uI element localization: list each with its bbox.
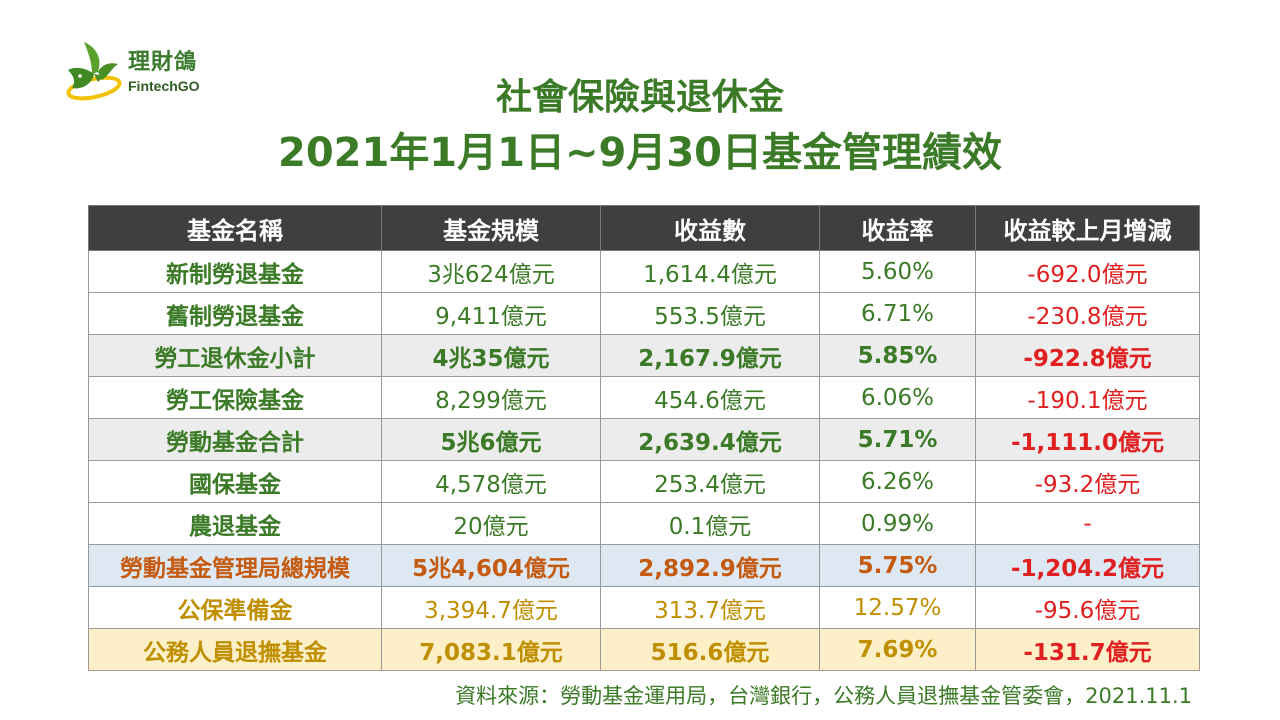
table-row: 舊制勞退基金 9,411億元 553.5億元 6.71% -230.8億元 <box>88 292 1200 335</box>
table-row: 國保基金 4,578億元 253.4億元 6.26% -93.2億元 <box>88 460 1200 503</box>
monthly-change-cell: -95.6億元 <box>975 586 1200 629</box>
header-fund-size: 基金規模 <box>381 205 601 251</box>
table-row: 農退基金 20億元 0.1億元 0.99% - <box>88 502 1200 545</box>
return-rate-cell: 12.57% <box>819 586 976 629</box>
monthly-change-cell: -922.8億元 <box>975 334 1200 377</box>
monthly-change-cell: -230.8億元 <box>975 292 1200 335</box>
data-source-note: 資料來源：勞動基金運用局，台灣銀行，公務人員退撫基金管委會，2021.11.1 <box>455 684 1192 708</box>
table-header-row: 基金名稱 基金規模 收益數 收益率 收益較上月增減 <box>88 205 1200 251</box>
income-cell: 2,892.9億元 <box>600 544 820 587</box>
monthly-change-cell: - <box>975 502 1200 545</box>
fund-name-cell: 國保基金 <box>88 460 382 503</box>
table-row: 勞工保險基金 8,299億元 454.6億元 6.06% -190.1億元 <box>88 376 1200 419</box>
return-rate-cell: 5.75% <box>819 544 976 587</box>
fund-name-cell: 勞工退休金小計 <box>88 334 382 377</box>
income-cell: 313.7億元 <box>600 586 820 629</box>
fund-name-cell: 農退基金 <box>88 502 382 545</box>
logo-text-cn: 理財鴿 <box>128 50 198 75</box>
income-cell: 516.6億元 <box>600 628 820 671</box>
fund-size-cell: 3,394.7億元 <box>381 586 601 629</box>
return-rate-cell: 5.60% <box>819 250 976 293</box>
income-cell: 2,167.9億元 <box>600 334 820 377</box>
return-rate-cell: 6.71% <box>819 292 976 335</box>
fund-name-cell: 舊制勞退基金 <box>88 292 382 335</box>
fintechgo-logo: 理財鴿 FintechGO <box>58 38 218 104</box>
header-fund-name: 基金名稱 <box>88 205 382 251</box>
monthly-change-cell: -1,111.0億元 <box>975 418 1200 461</box>
fund-name-cell: 公務人員退撫基金 <box>88 628 382 671</box>
subtotal-row: 勞工退休金小計 4兆35億元 2,167.9億元 5.85% -922.8億元 <box>88 334 1200 377</box>
page-subtitle: 2021年1月1日~9月30日基金管理績效 <box>277 130 1002 176</box>
header-income: 收益數 <box>600 205 820 251</box>
table-row: 新制勞退基金 3兆624億元 1,614.4億元 5.60% -692.0億元 <box>88 250 1200 293</box>
monthly-change-cell: -1,204.2億元 <box>975 544 1200 587</box>
fund-size-cell: 20億元 <box>381 502 601 545</box>
return-rate-cell: 6.26% <box>819 460 976 503</box>
fund-name-cell: 勞動基金管理局總規模 <box>88 544 382 587</box>
monthly-change-cell: -190.1億元 <box>975 376 1200 419</box>
header-monthly-change: 收益較上月增減 <box>975 205 1200 251</box>
dove-icon <box>66 42 122 101</box>
table-row: 公保準備金 3,394.7億元 313.7億元 12.57% -95.6億元 <box>88 586 1200 629</box>
income-cell: 553.5億元 <box>600 292 820 335</box>
logo-text-en: FintechGO <box>128 78 200 94</box>
income-cell: 0.1億元 <box>600 502 820 545</box>
header-return-rate: 收益率 <box>819 205 976 251</box>
fund-name-cell: 勞工保險基金 <box>88 376 382 419</box>
fund-performance-table: 基金名稱 基金規模 收益數 收益率 收益較上月增減 新制勞退基金 3兆624億元… <box>88 205 1200 671</box>
subtotal-row: 勞動基金合計 5兆6億元 2,639.4億元 5.71% -1,111.0億元 <box>88 418 1200 461</box>
monthly-change-cell: -692.0億元 <box>975 250 1200 293</box>
table-row: 公務人員退撫基金 7,083.1億元 516.6億元 7.69% -131.7億… <box>88 628 1200 671</box>
income-cell: 454.6億元 <box>600 376 820 419</box>
return-rate-cell: 0.99% <box>819 502 976 545</box>
fund-size-cell: 7,083.1億元 <box>381 628 601 671</box>
income-cell: 253.4億元 <box>600 460 820 503</box>
page-title: 社會保險與退休金 <box>495 77 784 118</box>
fund-size-cell: 5兆6億元 <box>381 418 601 461</box>
return-rate-cell: 7.69% <box>819 628 976 671</box>
total-row: 勞動基金管理局總規模 5兆4,604億元 2,892.9億元 5.75% -1,… <box>88 544 1200 587</box>
fund-name-cell: 新制勞退基金 <box>88 250 382 293</box>
fund-size-cell: 5兆4,604億元 <box>381 544 601 587</box>
return-rate-cell: 6.06% <box>819 376 976 419</box>
income-cell: 1,614.4億元 <box>600 250 820 293</box>
fund-size-cell: 4兆35億元 <box>381 334 601 377</box>
monthly-change-cell: -131.7億元 <box>975 628 1200 671</box>
return-rate-cell: 5.85% <box>819 334 976 377</box>
fund-size-cell: 9,411億元 <box>381 292 601 335</box>
income-cell: 2,639.4億元 <box>600 418 820 461</box>
return-rate-cell: 5.71% <box>819 418 976 461</box>
fund-size-cell: 8,299億元 <box>381 376 601 419</box>
fund-size-cell: 3兆624億元 <box>381 250 601 293</box>
fund-size-cell: 4,578億元 <box>381 460 601 503</box>
fund-name-cell: 勞動基金合計 <box>88 418 382 461</box>
monthly-change-cell: -93.2億元 <box>975 460 1200 503</box>
fund-name-cell: 公保準備金 <box>88 586 382 629</box>
